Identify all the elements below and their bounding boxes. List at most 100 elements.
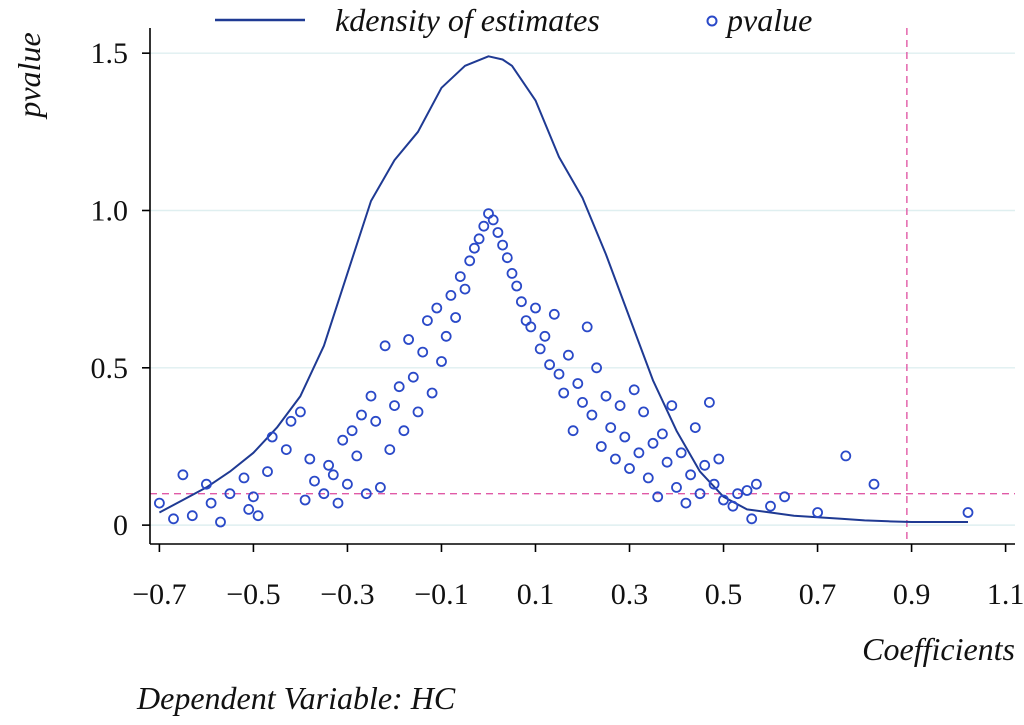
y-tick-label: 0.5 (91, 352, 129, 385)
kdensity-line (158, 55, 968, 523)
pvalue-point (544, 359, 555, 371)
pvalue-point (652, 491, 664, 503)
pvalue-point (346, 425, 358, 437)
pvalue-point (727, 500, 739, 512)
pvalue-point (558, 387, 570, 399)
pvalue-point (567, 425, 579, 437)
pvalue-point (548, 308, 560, 320)
pvalue-point (243, 503, 255, 515)
pvalue-point (374, 481, 386, 493)
pvalue-point (327, 469, 339, 481)
pvalue-point (563, 349, 574, 361)
pvalue-point (384, 444, 396, 456)
x-tick-label: 0.3 (611, 578, 649, 611)
pvalue-point (205, 497, 217, 509)
x-tick-label: 1.1 (987, 578, 1024, 611)
pvalue-point (614, 400, 626, 412)
y-axis-ticks: 0 0.5 1.0 1.5 (91, 37, 150, 542)
pvalue-point (153, 497, 165, 509)
x-axis-title: Coefficients (862, 631, 1015, 667)
pvalue-point (464, 255, 476, 267)
pvalue-point (642, 472, 654, 484)
pvalue-point (436, 356, 447, 367)
legend-label-kdensity: kdensity of estimates (335, 2, 600, 38)
pvalue-point (370, 415, 382, 427)
pvalue-point (591, 362, 602, 374)
pvalue-point (647, 437, 659, 449)
pvalue-point (389, 400, 400, 412)
pvalue-point (393, 381, 405, 393)
pvalue-point (478, 220, 490, 232)
pvalue-point (605, 422, 617, 434)
x-tick-label: 0.7 (799, 578, 837, 611)
pvalue-point (765, 500, 776, 512)
pvalue-point (628, 384, 640, 396)
x-tick-label: 0.9 (893, 578, 931, 611)
pvalue-point (525, 321, 537, 333)
pvalue-point (417, 346, 429, 358)
pvalue-point (304, 453, 316, 465)
pvalue-point (962, 507, 974, 518)
pvalue-point (610, 453, 621, 465)
pvalue-point (619, 431, 631, 443)
x-axis-ticks: −0.7 −0.5 −0.3 −0.1 0.1 0.3 0.5 0.7 0.9 1.1 (132, 544, 1024, 611)
pvalue-point (177, 469, 189, 481)
chart-note: Dependent Variable: HC (136, 680, 456, 716)
x-tick-label: 0.5 (705, 578, 743, 611)
pvalue-point (600, 390, 612, 402)
pvalue-point (266, 431, 278, 443)
pvalue-point (421, 315, 433, 327)
pvalue-point (812, 507, 823, 518)
pvalue-point (577, 396, 588, 408)
pvalue-point (685, 469, 696, 481)
pvalue-point (360, 488, 372, 500)
pvalue-point (661, 456, 673, 468)
pvalue-point (595, 441, 607, 452)
pvalue-point (671, 481, 682, 493)
pvalue-point (553, 368, 565, 380)
pvalue-point (468, 242, 480, 254)
pvalue-point (459, 283, 471, 295)
pvalue-point (581, 321, 593, 333)
y-tick-label: 1.0 (91, 194, 129, 227)
pvalue-point (586, 409, 598, 421)
pvalue-point (751, 478, 762, 490)
x-tick-label: 0.1 (517, 578, 555, 611)
pvalue-point (501, 252, 513, 264)
pvalue-point (450, 312, 462, 323)
pvalue-point (200, 478, 212, 490)
pvalue-point (440, 330, 452, 342)
pvalue-point (454, 271, 466, 283)
pvalue-point (168, 513, 179, 525)
pvalue-point (718, 494, 729, 506)
y-tick-label: 0 (113, 509, 128, 542)
pvalue-point (285, 415, 297, 427)
pvalue-point (746, 513, 758, 525)
pvalue-point (309, 475, 320, 487)
x-tick-label: −0.3 (320, 578, 374, 611)
pvalue-point (633, 447, 645, 459)
pvalue-point (492, 227, 504, 238)
pvalue-point (704, 396, 715, 408)
pvalue-point (407, 371, 419, 383)
pvalue-point (426, 387, 438, 399)
y-tick-label: 1.5 (91, 37, 129, 70)
pvalue-point (657, 428, 668, 440)
pvalue-point (318, 488, 330, 500)
pvalue-point (252, 510, 264, 522)
gridlines (150, 52, 1015, 526)
pvalue-point (403, 334, 415, 345)
pvalue-point (511, 280, 523, 292)
pvalue-point (516, 296, 527, 308)
pvalue-point (680, 497, 692, 509)
pvalue-point (280, 444, 292, 456)
pvalue-point (186, 510, 198, 522)
pvalue-point (332, 497, 344, 509)
x-tick-label: −0.1 (414, 578, 468, 611)
pvalue-point (779, 491, 790, 503)
pvalue-point (341, 478, 353, 490)
pvalue-point (224, 488, 236, 500)
pvalue-point (840, 450, 852, 462)
